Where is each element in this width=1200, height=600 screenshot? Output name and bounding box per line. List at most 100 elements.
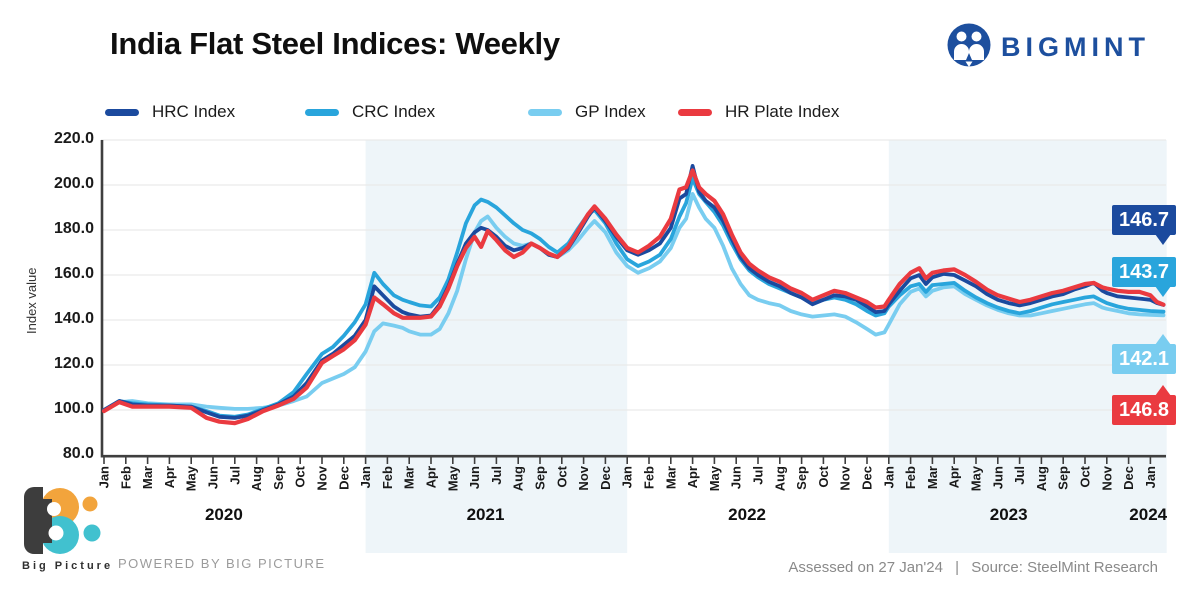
month-label: Feb [380, 466, 395, 489]
month-label: Jul [751, 466, 766, 485]
month-label: Oct [816, 465, 831, 487]
legend-swatch-icon [305, 108, 339, 116]
month-label: Jul [1012, 466, 1027, 485]
month-label: Oct [1078, 465, 1093, 487]
badge-value: 146.7 [1118, 208, 1170, 231]
month-label: Jan [97, 466, 112, 488]
y-axis-title: Index value [24, 267, 39, 335]
y-tick-label: 220.0 [53, 130, 94, 147]
value-badge-gp-index: 142.1 [1112, 334, 1176, 374]
assessed-date: Assessed on 27 Jan'24 [788, 559, 943, 576]
month-label: Jun [990, 466, 1005, 489]
month-label: Mar [402, 466, 417, 489]
month-label: Jul [489, 466, 504, 485]
legend-swatch-icon [528, 108, 562, 116]
month-label: Sep [533, 466, 548, 490]
month-label: Apr [947, 466, 962, 488]
month-label: Mar [925, 466, 940, 489]
month-label: Mar [140, 466, 155, 489]
series-line-hr-plate-index [101, 168, 1166, 426]
powered-by-note: POWERED BY BIG PICTURE [118, 556, 326, 571]
y-tick-label: 180.0 [53, 220, 94, 237]
month-label: Nov [838, 465, 853, 490]
month-label: Nov [315, 465, 330, 490]
month-label: Nov [576, 465, 591, 490]
y-tick-label: 200.0 [53, 175, 94, 192]
month-label: Jun [729, 466, 744, 489]
badge-pointer-icon [1155, 234, 1171, 245]
month-label: May [969, 465, 984, 491]
month-label: Jun [206, 466, 221, 489]
big-picture-logo [20, 487, 104, 560]
separator: | [955, 559, 960, 576]
month-label: Jan [1143, 466, 1158, 488]
series-line-hrc-index [102, 163, 1166, 420]
month-label: Jan [620, 466, 635, 488]
y-tick-label: 140.0 [53, 310, 94, 327]
month-label: Dec [598, 466, 613, 490]
year-label: 2020 [204, 505, 243, 524]
year-label: 2022 [728, 505, 766, 524]
month-label: May [707, 465, 722, 491]
y-tick-label: 100.0 [53, 400, 94, 417]
month-label: May [184, 465, 199, 491]
year-label: 2021 [466, 505, 505, 524]
month-label: Sep [271, 466, 286, 490]
month-label: Apr [162, 466, 177, 488]
value-badge-crc-index: 143.7 [1112, 257, 1176, 297]
month-label: Dec [336, 466, 351, 490]
badge-pointer-icon [1155, 334, 1171, 345]
page-title: India Flat Steel Indices: Weekly [110, 26, 560, 61]
month-label: Sep [794, 466, 809, 490]
legend-item-gp-index: GP Index [528, 101, 646, 123]
legend-label: HRC Index [152, 102, 236, 121]
year-label: 2023 [989, 505, 1028, 524]
badge-value: 142.1 [1118, 347, 1170, 370]
legend-label: CRC Index [352, 102, 436, 121]
month-label: Jan [881, 466, 896, 488]
source-text: Source: SteelMint Research [971, 559, 1158, 576]
source-note: Assessed on 27 Jan'24 | Source: SteelMin… [784, 559, 1162, 576]
month-label: Apr [424, 466, 439, 488]
month-label: Aug [511, 466, 526, 491]
bigmint-logo-icon [946, 22, 992, 73]
badge-value: 146.8 [1118, 398, 1170, 421]
month-label: Aug [1034, 466, 1049, 491]
badge-value: 143.7 [1118, 260, 1170, 283]
month-label: Aug [249, 466, 264, 491]
month-label: Feb [118, 466, 133, 489]
big-picture-wordmark: Big Picture [22, 560, 114, 572]
series-line-gp-index [102, 192, 1166, 412]
y-tick-label: 120.0 [53, 355, 94, 372]
badge-pointer-icon [1155, 286, 1171, 297]
month-label: Sep [1056, 466, 1071, 490]
month-label: Feb [642, 466, 657, 489]
legend-item-crc-index: CRC Index [305, 101, 435, 123]
legend-label: HR Plate Index [725, 102, 840, 121]
bigmint-brand: BIGMINT [946, 22, 1150, 73]
value-badge-hrc-index: 146.7 [1112, 205, 1176, 245]
month-label: Dec [1121, 466, 1136, 490]
month-label: Jun [467, 466, 482, 489]
badge-pointer-icon [1155, 385, 1171, 396]
month-label: Oct [293, 465, 308, 487]
legend-swatch-icon [105, 108, 139, 116]
month-label: Mar [663, 466, 678, 489]
month-label: Jul [227, 466, 242, 485]
bigmint-wordmark: BIGMINT [1001, 32, 1150, 62]
y-tick-label: 160.0 [53, 265, 94, 282]
year-label: 2024 [1129, 505, 1168, 524]
y-tick-label: 80.0 [62, 445, 94, 462]
legend-item-hr-plate-index: HR Plate Index [678, 101, 839, 123]
series-line-crc-index [102, 176, 1166, 419]
month-label: Feb [903, 466, 918, 489]
month-label: Nov [1099, 465, 1114, 490]
month-label: Dec [860, 466, 875, 490]
value-badge-hr-plate-index: 146.8 [1112, 385, 1176, 425]
legend-label: GP Index [575, 102, 646, 121]
month-label: Jan [358, 466, 373, 488]
month-label: Apr [685, 466, 700, 488]
month-label: Oct [554, 465, 569, 487]
legend-swatch-icon [678, 108, 712, 116]
